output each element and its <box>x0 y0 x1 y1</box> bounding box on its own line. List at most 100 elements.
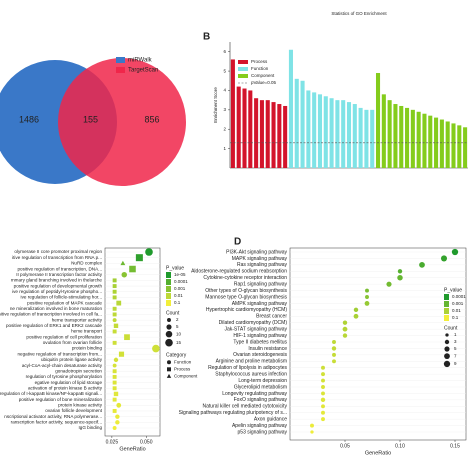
row-label: protein kinase activity <box>58 403 103 408</box>
dot <box>116 300 122 306</box>
size-key <box>445 333 449 337</box>
dot <box>112 284 117 289</box>
color-swatch <box>166 286 171 292</box>
plot-frame <box>104 247 161 437</box>
bar <box>393 104 398 168</box>
bar <box>370 109 375 168</box>
legend-label: 0.01 <box>174 293 183 298</box>
row-label: olymerase II core promoter proximal regi… <box>14 249 102 254</box>
dot <box>321 417 325 422</box>
row-label: HIF-1 signaling pathway <box>233 333 287 339</box>
bar <box>434 117 439 168</box>
x-tick-label: 0.10 <box>395 443 405 449</box>
size-key <box>165 330 173 338</box>
x-axis-label: GeneRatio <box>365 450 391 456</box>
dot <box>364 301 370 306</box>
y-axis-label: Enrichment Score <box>213 87 218 123</box>
shape-key <box>167 367 171 372</box>
dot <box>120 260 126 266</box>
row-label: negative regulation of transcription fro… <box>17 351 102 356</box>
row-label: ubiquitin protein ligase activity <box>41 357 103 362</box>
legend-label: 0.0001 <box>452 294 466 299</box>
row-label: acyl-CoA-acyl-chain desaturase activity <box>22 363 103 368</box>
legend-label: 9 <box>454 361 457 366</box>
legend-label: Component <box>174 373 198 378</box>
legend-swatch <box>238 60 248 64</box>
dot <box>112 278 117 283</box>
bar <box>416 111 421 168</box>
dot <box>112 409 117 413</box>
row-label: Other types of O-glycan biosynthesis <box>205 288 287 294</box>
bar <box>346 102 352 168</box>
legend-label: 1e-05 <box>174 272 186 277</box>
dot <box>386 281 392 287</box>
row-label: Ovarian steroidogenesis <box>233 352 287 358</box>
row-label: sitive regulation of transcription invol… <box>0 312 102 317</box>
dot <box>145 248 153 256</box>
row-label: gonadotropin secretion <box>55 368 102 373</box>
bar <box>375 73 381 168</box>
legend-label: 0.001 <box>174 286 186 291</box>
legend-label: 0.1 <box>452 315 459 320</box>
legend-label: pValue=0.05 <box>251 80 277 85</box>
color-swatch <box>166 272 171 278</box>
row-label: Aldosterone-regulated sodium reabsorptio… <box>191 269 287 275</box>
dot <box>112 318 117 323</box>
bar <box>242 88 247 168</box>
row-label: ovulation from ovarian follicle <box>43 340 103 345</box>
bar <box>387 100 392 168</box>
dot <box>397 274 403 281</box>
row-label: Type II diabetes mellitus <box>233 339 287 345</box>
dot <box>113 391 119 397</box>
row-label: ive regulation of follicle-stimulating h… <box>21 295 102 300</box>
row-label: positive regulation of bone mineralizati… <box>19 397 103 402</box>
dot <box>321 385 325 389</box>
row-label: Rap1 signaling pathway <box>234 281 288 287</box>
bar <box>288 49 293 168</box>
legend-label: Function <box>251 66 269 71</box>
legend-label: 0.001 <box>452 301 464 306</box>
bar <box>259 100 264 168</box>
legend-label: Component <box>251 73 275 78</box>
row-label: NuRD complex <box>71 261 103 266</box>
size-key <box>167 318 171 322</box>
dot <box>112 306 117 311</box>
bar <box>230 59 235 169</box>
row-label: itive regulation of transcription from R… <box>12 255 102 260</box>
dot <box>112 340 117 345</box>
bar <box>381 94 386 168</box>
legend-label: 3 <box>454 339 457 344</box>
row-label: ositive regulation of I-kappaB kinase/NF… <box>0 391 102 396</box>
dot <box>121 271 127 278</box>
legend-label: 5 <box>454 346 457 351</box>
legend-swatch <box>116 57 125 63</box>
set-circle <box>58 58 186 186</box>
legend-title: Count <box>444 325 458 331</box>
row-label: Arginine and proline metabolism <box>216 359 287 365</box>
legend-label: miRWalk <box>128 58 153 64</box>
dot <box>112 426 117 430</box>
dot <box>113 323 119 329</box>
row-label: II polymerase II transcription factor ac… <box>16 272 102 277</box>
x-tick-label: 0.050 <box>140 439 153 445</box>
legend-swatch <box>238 74 248 78</box>
color-swatch <box>444 301 449 307</box>
bar <box>306 90 311 168</box>
legend-label: Process <box>174 366 191 371</box>
dot <box>135 254 143 262</box>
legend-label: 0.1 <box>174 300 181 305</box>
dot <box>112 386 117 391</box>
shape-key <box>167 360 171 365</box>
shape-key <box>166 373 172 378</box>
dot <box>440 255 448 262</box>
y-tick-label: 6 <box>223 49 226 54</box>
x-tick-label: 0.05 <box>340 443 350 449</box>
size-key <box>443 360 451 368</box>
row-label: activation of protein kinase B activity <box>28 385 103 390</box>
y-tick-label: 3 <box>223 107 226 112</box>
color-swatch <box>166 293 171 299</box>
y-tick-label: 2 <box>223 126 226 131</box>
bar <box>294 78 299 168</box>
row-label: ranscription factor activity, sequence-s… <box>11 420 102 425</box>
